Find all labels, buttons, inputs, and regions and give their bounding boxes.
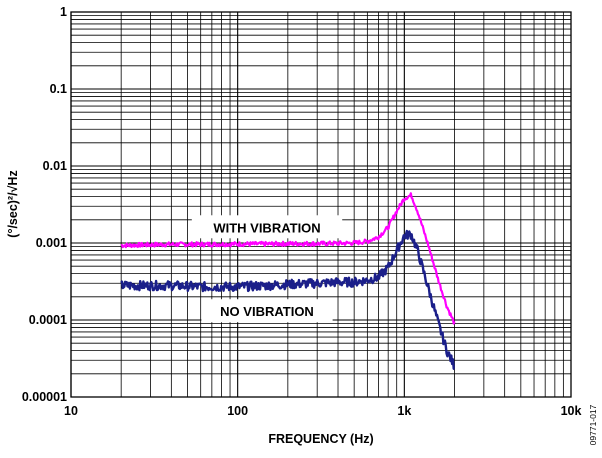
annotation-background — [191, 215, 343, 239]
y-tick-label: 0.001 — [36, 236, 67, 250]
figure-id: 09771-017 — [588, 404, 598, 445]
y-axis-title: (°/sec)²/√Hz — [6, 170, 20, 237]
x-axis-title: FREQUENCY (Hz) — [268, 432, 373, 446]
y-tick-label: 0.0001 — [29, 313, 67, 327]
series-line-no-vibration — [120, 229, 455, 371]
y-tick-label: 0.00001 — [22, 390, 67, 404]
plot-background — [71, 12, 571, 397]
y-tick-label: 0.01 — [43, 159, 67, 173]
annotation-label: NO VIBRATION — [220, 304, 314, 319]
series-layer — [120, 192, 456, 371]
y-tick-label: 1 — [60, 5, 67, 19]
grid — [70, 12, 571, 398]
x-tick-label: 100 — [227, 404, 248, 418]
annotation-background — [201, 299, 333, 323]
y-tick-label: 0.1 — [50, 82, 67, 96]
x-tick-label: 10k — [561, 404, 582, 418]
x-tick-label: 10 — [64, 404, 78, 418]
plot-frame — [70, 11, 572, 398]
series-line-with-vibration — [120, 192, 456, 325]
tick-labels: 10 100 1k 10k 1 0.1 0.01 0.001 0.0001 0.00001 — [22, 5, 582, 418]
annotation-label: WITH VIBRATION — [213, 220, 320, 235]
x-tick-label: 1k — [397, 404, 411, 418]
annotation-layer: WITH VIBRATION NO VIBRATION — [191, 215, 343, 323]
